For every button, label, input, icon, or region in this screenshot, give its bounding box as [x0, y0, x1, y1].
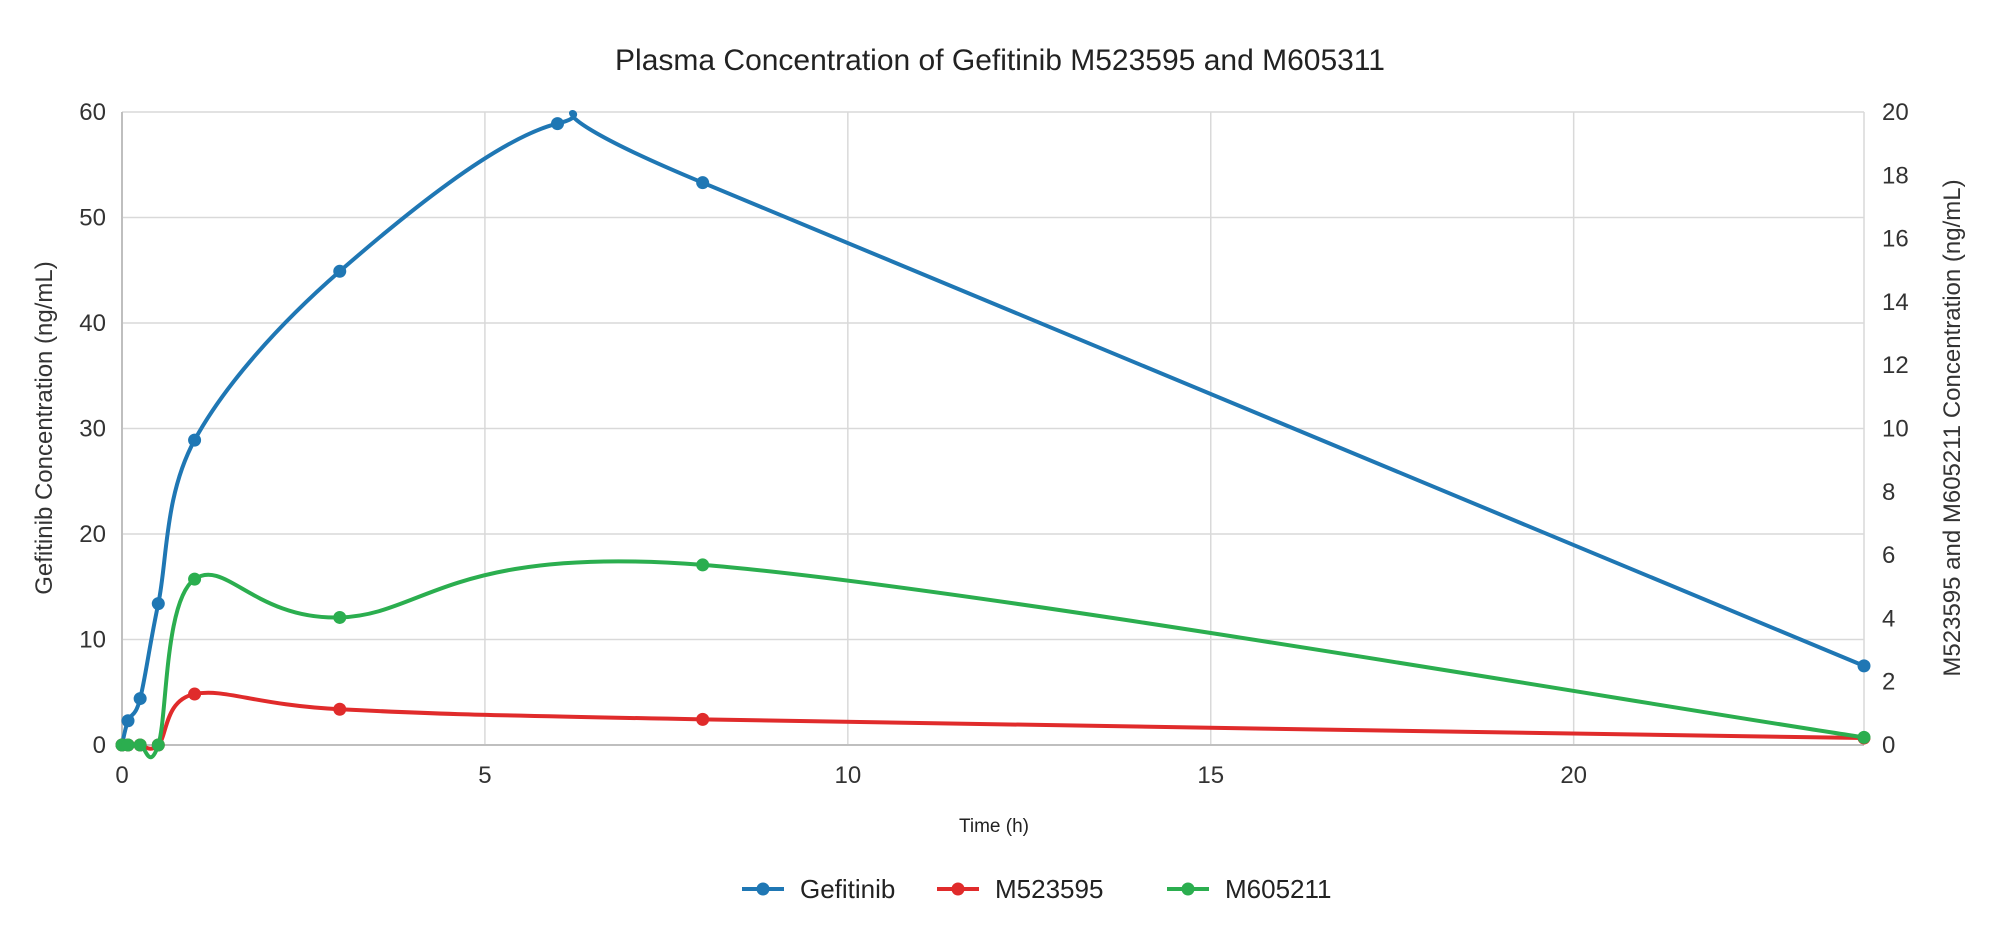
data-point	[151, 738, 165, 752]
data-point	[133, 738, 147, 752]
legend-item-m605211: M605211	[1167, 874, 1332, 904]
x-tick-label: 5	[478, 762, 491, 789]
data-point	[121, 714, 135, 728]
y-tick-label: 30	[79, 416, 106, 443]
y-tick-label: 10	[79, 627, 106, 654]
data-point	[133, 692, 147, 706]
legend-item-gefitinib: Gefitinib	[742, 874, 895, 904]
series-line	[122, 690, 1865, 751]
series-gefitinib	[115, 110, 1871, 752]
x-axis-label: Time (h)	[959, 816, 1029, 837]
y-tick-label: 0	[93, 732, 106, 759]
y-tick-label: 60	[79, 99, 106, 126]
y2-tick-label: 16	[1882, 226, 1909, 253]
data-point	[188, 433, 202, 447]
y-axis-label: Gefitinib Concentration (ng/mL)	[31, 261, 58, 595]
data-point	[333, 610, 347, 624]
legend-point-marker	[756, 882, 770, 896]
y-tick-label: 50	[79, 205, 106, 232]
series-group	[115, 110, 1871, 760]
y2-tick-label: 18	[1882, 162, 1909, 189]
y2-tick-label: 2	[1882, 669, 1895, 696]
y2-tick-label: 20	[1882, 99, 1909, 126]
legend-label: Gefitinib	[800, 874, 895, 904]
legend-point-marker	[1181, 882, 1195, 896]
legend: Gefitinib M523595 M605211	[742, 874, 1332, 904]
data-point	[188, 687, 202, 701]
data-point	[333, 702, 347, 716]
y2-tick-label: 6	[1882, 542, 1895, 569]
data-point	[1857, 730, 1871, 744]
legend-label: M523595	[995, 874, 1103, 904]
data-point	[1857, 659, 1871, 673]
data-point	[151, 597, 165, 611]
axes: 0 10 20 30 40 50 60 0 5 10 15 20 0 2 4 6 8 10 12 14 16 18 20	[79, 99, 1908, 789]
y2-tick-label: 8	[1882, 479, 1895, 506]
gridlines	[121, 111, 1865, 746]
x-tick-label: 15	[1197, 762, 1224, 789]
series-m605211	[115, 558, 1871, 760]
x-tick-label: 0	[115, 762, 128, 789]
y2-tick-label: 4	[1882, 605, 1895, 632]
y-tick-label: 20	[79, 521, 106, 548]
data-point	[696, 176, 710, 190]
data-point	[696, 712, 710, 726]
series-line	[122, 559, 1865, 760]
data-point	[333, 264, 347, 278]
legend-label: M605211	[1225, 874, 1332, 904]
data-point	[121, 738, 135, 752]
y2-tick-label: 10	[1882, 416, 1909, 443]
chart-title: Plasma Concentration of Gefitinib M52359…	[615, 44, 1385, 77]
data-point	[188, 572, 202, 586]
x-tick-label: 20	[1560, 762, 1587, 789]
y2-tick-label: 14	[1882, 289, 1909, 316]
y-tick-label: 40	[79, 310, 106, 337]
legend-point-marker	[951, 882, 965, 896]
y2-tick-label: 0	[1882, 732, 1895, 759]
x-tick-label: 10	[834, 762, 861, 789]
data-point	[696, 558, 710, 572]
series-line	[120, 110, 1865, 746]
y2-tick-label: 12	[1882, 352, 1909, 379]
y2-axis-label: M523595 and M605211 Concentration (ng/mL…	[1939, 179, 1966, 676]
legend-item-m523595: M523595	[937, 874, 1103, 904]
data-point	[551, 117, 564, 131]
